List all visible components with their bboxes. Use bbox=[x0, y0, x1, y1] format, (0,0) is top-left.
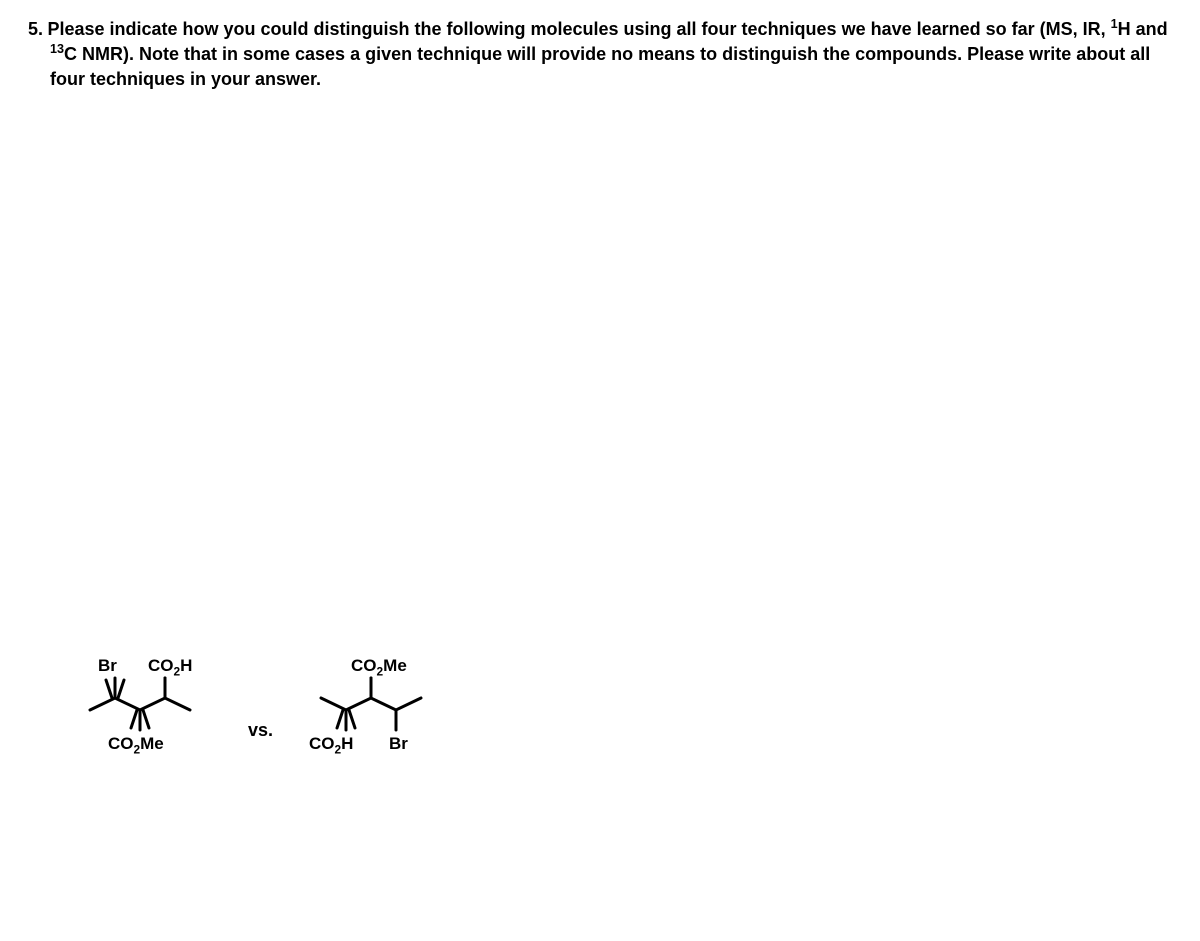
molecule-left: Br CO2H CO2Me bbox=[70, 650, 220, 780]
label-br-left: Br bbox=[98, 656, 117, 676]
structures-row: Br CO2H CO2Me vs. CO2Me CO2H Br bbox=[70, 650, 451, 780]
question-block: 5. Please indicate how you could disting… bbox=[12, 16, 1188, 91]
molecule-right: CO2Me CO2H Br bbox=[301, 650, 451, 780]
vs-label: vs. bbox=[248, 720, 273, 741]
label-co2h-right: CO2H bbox=[309, 734, 353, 756]
molecule-left-bonds bbox=[70, 650, 220, 780]
label-co2me-right: CO2Me bbox=[351, 656, 407, 678]
question-text: Please indicate how you could distinguis… bbox=[47, 19, 1167, 89]
question-number: 5. bbox=[28, 19, 43, 39]
label-co2h-left: CO2H bbox=[148, 656, 192, 678]
label-co2me-left: CO2Me bbox=[108, 734, 164, 756]
label-br-right: Br bbox=[389, 734, 408, 754]
question-paragraph: 5. Please indicate how you could disting… bbox=[12, 16, 1188, 91]
